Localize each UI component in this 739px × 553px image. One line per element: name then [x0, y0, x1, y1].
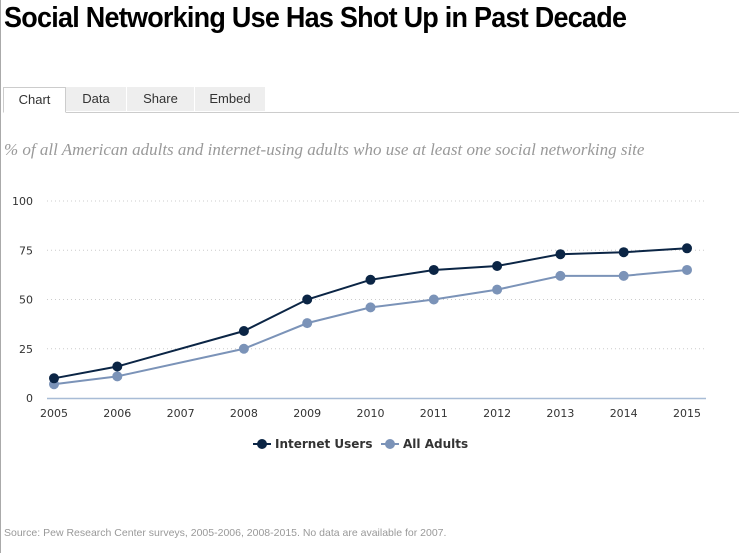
legend-swatch-dot — [385, 439, 395, 449]
series-line — [53, 268, 688, 386]
data-point — [682, 264, 692, 275]
series-line — [53, 247, 688, 380]
data-point — [492, 261, 503, 272]
data-point — [302, 294, 313, 305]
data-point — [618, 247, 629, 258]
legend-label: All Adults — [403, 437, 468, 451]
y-tick-label: 50 — [19, 294, 33, 307]
x-tick-label: 2013 — [546, 407, 574, 420]
tab-data[interactable]: Data — [66, 87, 127, 111]
chart-subtitle: % of all American adults and internet-us… — [4, 140, 645, 159]
data-point — [112, 371, 123, 382]
x-tick-label: 2007 — [167, 407, 195, 420]
data-point — [238, 326, 249, 337]
data-point — [302, 318, 313, 329]
legend-swatch-dot — [257, 439, 267, 449]
data-point — [112, 361, 123, 372]
data-point — [428, 264, 439, 275]
data-point — [365, 302, 376, 313]
tab-share[interactable]: Share — [127, 87, 195, 111]
data-point — [682, 243, 692, 254]
x-tick-label: 2005 — [40, 407, 68, 420]
data-point — [555, 249, 566, 260]
tab-embed[interactable]: Embed — [195, 87, 266, 111]
y-tick-label: 25 — [19, 343, 33, 356]
data-point — [238, 343, 249, 354]
y-tick-label: 75 — [19, 244, 33, 257]
legend-label: Internet Users — [275, 437, 372, 451]
x-tick-label: 2006 — [103, 407, 131, 420]
x-tick-label: 2011 — [420, 407, 448, 420]
x-tick-label: 2009 — [293, 407, 321, 420]
x-tick-label: 2015 — [673, 407, 701, 420]
data-point — [618, 270, 629, 281]
data-point — [428, 294, 439, 305]
x-tick-label: 2010 — [357, 407, 385, 420]
page-title: Social Networking Use Has Shot Up in Pas… — [4, 2, 627, 34]
x-tick-label: 2008 — [230, 407, 258, 420]
x-tick-label: 2012 — [483, 407, 511, 420]
y-tick-label: 100 — [12, 195, 33, 208]
source-note: Source: Pew Research Center surveys, 200… — [4, 527, 447, 539]
y-tick-label: 0 — [26, 392, 33, 405]
tab-chart[interactable]: Chart — [3, 87, 66, 113]
data-point — [49, 373, 59, 384]
x-tick-label: 2014 — [610, 407, 638, 420]
tab-bar: Chart Data Share Embed — [3, 87, 739, 113]
data-point — [492, 284, 503, 295]
data-point — [555, 270, 566, 281]
data-point — [365, 274, 376, 285]
